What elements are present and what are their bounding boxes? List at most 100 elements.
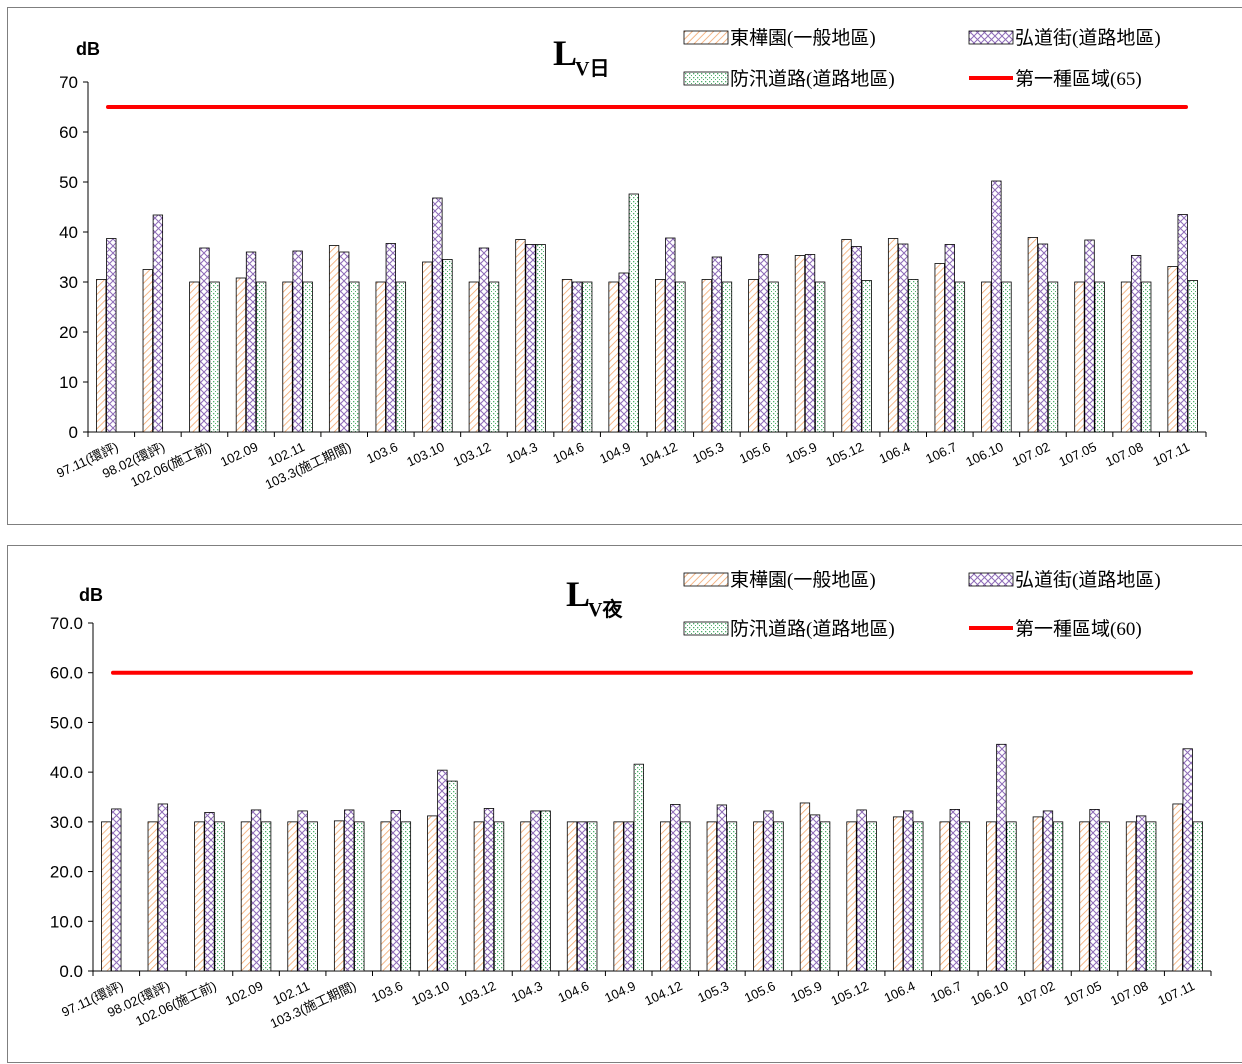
bar-diag-orange bbox=[701, 279, 712, 433]
bar-diag-orange bbox=[613, 821, 624, 972]
bar-diag-orange bbox=[561, 279, 573, 433]
bar-dots-green bbox=[814, 281, 826, 433]
x-tick-label: 103.6 bbox=[369, 978, 405, 1005]
y-tick-label: 20 bbox=[59, 323, 78, 342]
bar-cross-purple bbox=[245, 251, 257, 433]
bar-dots-green bbox=[913, 821, 924, 972]
bar-diag-orange bbox=[846, 821, 857, 972]
bar-diag-orange bbox=[748, 279, 759, 433]
bar-cross-purple bbox=[111, 808, 122, 972]
bar-dots-green bbox=[209, 281, 220, 433]
x-tick-label: 103.12 bbox=[456, 978, 498, 1008]
bar-cross-purple bbox=[576, 821, 588, 972]
x-tick-label: 107.08 bbox=[1103, 439, 1145, 469]
bar-dots-green bbox=[1192, 821, 1203, 972]
legend-swatch bbox=[683, 71, 729, 86]
bar-cross-purple bbox=[1089, 809, 1100, 972]
bar-cross-purple bbox=[758, 254, 769, 433]
legend-swatch bbox=[968, 30, 1014, 45]
bar-dots-green bbox=[861, 280, 872, 433]
x-tick-label: 107.05 bbox=[1056, 439, 1098, 469]
legend-item: 防汛道路(道路地區) bbox=[683, 618, 895, 640]
legend-label: 東樺園(一般地區) bbox=[730, 27, 876, 49]
bar-dots-green bbox=[1047, 281, 1059, 433]
x-tick-label: 106.4 bbox=[877, 439, 913, 466]
x-tick-label: 104.12 bbox=[637, 439, 679, 469]
x-axis: 97.11(環評)98.02(環評)102.06(施工前) 102.09 102.1… bbox=[59, 970, 1212, 1031]
bar-dots-green bbox=[1001, 281, 1012, 433]
bar-diag-orange bbox=[981, 281, 992, 433]
bar-diag-orange bbox=[1079, 821, 1090, 972]
bar-diag-orange bbox=[1074, 281, 1085, 433]
bar-cross-purple bbox=[944, 244, 955, 433]
chart-lv-day: 0 10 20 30 40 50 60 70 97.11(環評)98.02(環評)102.06(… bbox=[54, 27, 1207, 492]
bar-diag-orange bbox=[328, 245, 340, 433]
y-tick-label: 60.0 bbox=[50, 664, 83, 683]
bar-dots-green bbox=[587, 821, 598, 972]
y-tick-label: 0 bbox=[69, 423, 78, 442]
x-tick-label: 107.05 bbox=[1061, 978, 1103, 1008]
bar-cross-purple bbox=[1042, 810, 1054, 972]
y-tick-label: 30 bbox=[59, 273, 78, 292]
bar-dots-green bbox=[726, 821, 738, 972]
bar-diag-orange bbox=[986, 821, 997, 972]
bar-cross-purple bbox=[851, 246, 862, 433]
bar-diag-orange bbox=[468, 281, 480, 433]
bar-dots-green bbox=[400, 821, 412, 972]
bar-diag-orange bbox=[794, 255, 806, 433]
x-tick-label: 105.3 bbox=[690, 439, 726, 466]
bar-cross-purple bbox=[618, 272, 629, 433]
bar-cross-purple bbox=[250, 809, 262, 972]
bar-diag-orange bbox=[655, 279, 666, 433]
legend-label: 第一種區域(60) bbox=[1015, 618, 1142, 640]
bar-cross-purple bbox=[1084, 239, 1095, 433]
x-tick-label: 102.09 bbox=[223, 978, 265, 1008]
bar-diag-orange bbox=[515, 239, 526, 433]
bar-diag-orange bbox=[142, 269, 153, 433]
y-tick-label: 40.0 bbox=[50, 763, 83, 782]
bar-diag-orange bbox=[608, 281, 619, 433]
legend-label: 弘道街(道路地區) bbox=[1015, 27, 1161, 49]
legend-item: 弘道街(道路地區) bbox=[968, 27, 1161, 49]
bar-diag-orange bbox=[380, 821, 391, 972]
bar-cross-purple bbox=[437, 769, 448, 972]
legend-swatch bbox=[683, 572, 729, 587]
x-tick-label: 107.02 bbox=[1015, 978, 1057, 1008]
bar-cross-purple bbox=[711, 256, 723, 433]
legend-swatch bbox=[968, 572, 1014, 587]
x-tick-label: 103.12 bbox=[451, 439, 493, 469]
bar-dots-green bbox=[1099, 821, 1110, 972]
y-tick-label: 40 bbox=[59, 223, 78, 242]
x-tick-label: 106.4 bbox=[882, 978, 918, 1005]
legend-label: 弘道街(道路地區) bbox=[1015, 569, 1161, 591]
bar-dots-green bbox=[959, 821, 971, 972]
legend-label: 防汛道路(道路地區) bbox=[730, 68, 895, 90]
bar-cross-purple bbox=[1182, 748, 1193, 972]
y-axis-label: dB bbox=[79, 585, 103, 605]
bar-dots-green bbox=[628, 193, 639, 433]
bar-cross-purple bbox=[344, 809, 355, 972]
bar-diag-orange bbox=[753, 821, 764, 972]
bar-dots-green bbox=[442, 259, 453, 433]
bar-dots-green bbox=[349, 281, 360, 433]
bar-diag-orange bbox=[189, 281, 200, 433]
bar-diag-orange bbox=[934, 263, 945, 433]
bar-dots-green bbox=[773, 821, 784, 972]
bar-cross-purple bbox=[157, 803, 169, 972]
legend: 東樺園(一般地區) 弘道街(道路地區) 防汛道路(道路地區) 第一種區域(65) bbox=[683, 27, 1161, 90]
bar-cross-purple bbox=[152, 214, 164, 433]
bar-cross-purple bbox=[390, 810, 401, 972]
x-tick-label: 105.6 bbox=[742, 978, 778, 1005]
bar-dots-green bbox=[866, 821, 877, 972]
bar-cross-purple bbox=[530, 810, 541, 972]
legend-swatch bbox=[683, 621, 729, 636]
bar-dots-green bbox=[1146, 821, 1157, 972]
bar-diag-orange bbox=[1167, 266, 1178, 433]
bar-cross-purple bbox=[385, 243, 396, 433]
y-tick-label: 70.0 bbox=[50, 614, 83, 633]
chart-panel-day: 0 10 20 30 40 50 60 70 97.11(環評) 98.02(環評) 102.06(… bbox=[7, 7, 1242, 525]
y-tick-label: 0.0 bbox=[59, 962, 83, 981]
bar-diag-orange bbox=[1125, 821, 1137, 972]
bar-cross-purple bbox=[297, 810, 308, 972]
y-axis-label: dB bbox=[76, 39, 100, 59]
